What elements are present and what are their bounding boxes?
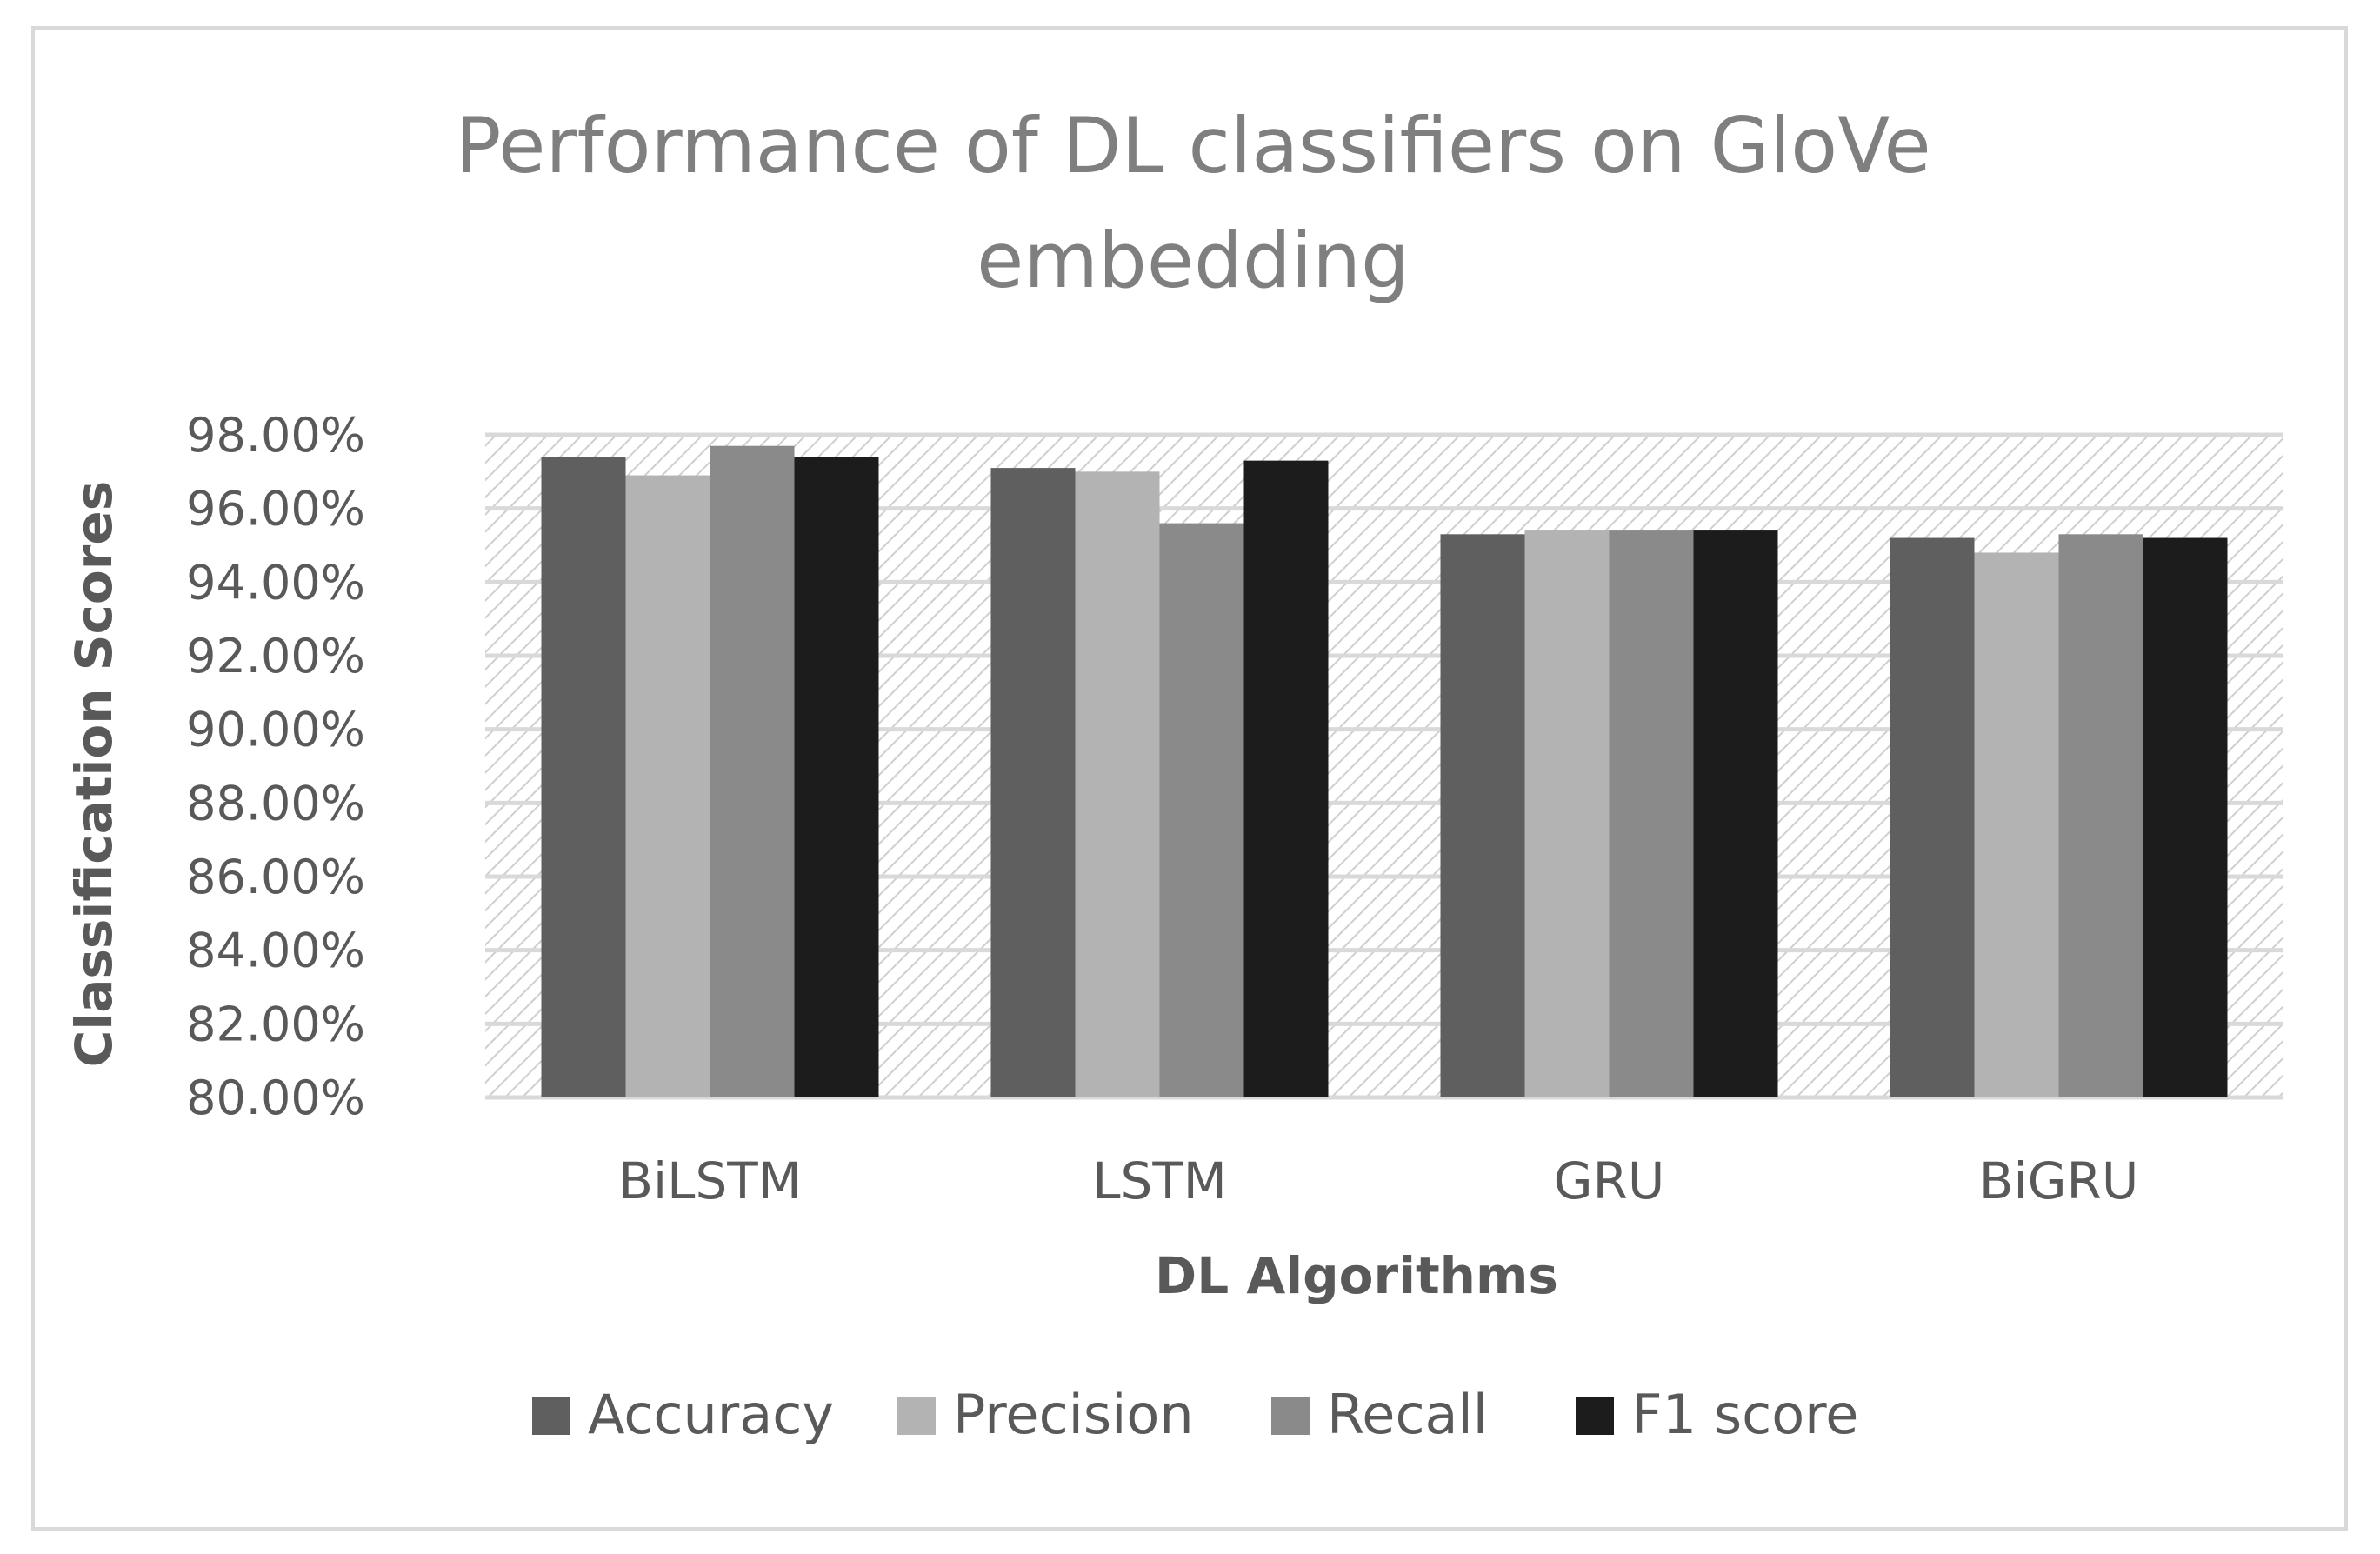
bar-bilstm-precision	[625, 475, 710, 1097]
y-tick-label: 86.00%	[186, 850, 365, 904]
legend-swatch	[532, 1397, 570, 1435]
bar-bigru-precision	[1974, 552, 2059, 1097]
legend-label: F1 score	[1631, 1383, 1858, 1446]
bar-lstm-f1-score	[1243, 460, 1329, 1097]
y-axis-tick-labels: 80.00% 82.00% 84.00% 86.00% 88.00% 90.00% 92.0…	[186, 408, 365, 1125]
legend-swatch	[1271, 1397, 1310, 1435]
y-tick-label: 94.00%	[186, 555, 365, 610]
y-axis-title: Classification Scores	[64, 481, 123, 1067]
bar-lstm-accuracy	[990, 468, 1076, 1097]
legend-swatch	[1576, 1397, 1614, 1435]
legend: Accuracy Precision Recall F1 score	[532, 1383, 1858, 1446]
chart-title-line-2: embedding	[977, 216, 1410, 305]
legend-label: Accuracy	[588, 1383, 834, 1446]
bar-bilstm-recall	[710, 445, 795, 1097]
legend-label: Precision	[953, 1383, 1194, 1446]
bar-gru-recall	[1609, 530, 1694, 1097]
x-axis-category-labels: BiLSTM LSTM GRU BiGRU	[618, 1151, 2138, 1211]
bars	[541, 445, 2228, 1097]
chart-title-line-1: Performance of DL classifiers on GloVe	[455, 101, 1930, 190]
y-tick-label: 88.00%	[186, 776, 365, 830]
y-tick-label: 92.00%	[186, 629, 365, 684]
bar-lstm-recall	[1159, 523, 1244, 1097]
legend-label: Recall	[1327, 1383, 1488, 1446]
bar-lstm-precision	[1075, 471, 1160, 1097]
bar-gru-f1-score	[1693, 530, 1778, 1097]
bar-gru-precision	[1524, 530, 1610, 1097]
y-tick-label: 96.00%	[186, 482, 365, 537]
bar-bigru-accuracy	[1890, 537, 1975, 1097]
y-tick-label: 84.00%	[186, 924, 365, 978]
bar-gru-accuracy	[1440, 534, 1525, 1097]
x-category-label: BiGRU	[1979, 1151, 2139, 1211]
y-tick-label: 98.00%	[186, 408, 365, 463]
legend-swatch	[897, 1397, 936, 1435]
bar-bilstm-accuracy	[541, 457, 626, 1097]
y-tick-label: 90.00%	[186, 703, 365, 757]
x-category-label: LSTM	[1092, 1151, 1227, 1211]
y-tick-label: 80.00%	[186, 1070, 365, 1125]
y-tick-label: 82.00%	[186, 997, 365, 1051]
x-category-label: BiLSTM	[618, 1151, 802, 1211]
bar-bigru-f1-score	[2143, 537, 2228, 1097]
bar-bilstm-f1-score	[794, 457, 879, 1097]
bar-bigru-recall	[2058, 534, 2143, 1097]
x-category-label: GRU	[1554, 1151, 1665, 1211]
x-axis-title: DL Algorithms	[1155, 1246, 1558, 1305]
